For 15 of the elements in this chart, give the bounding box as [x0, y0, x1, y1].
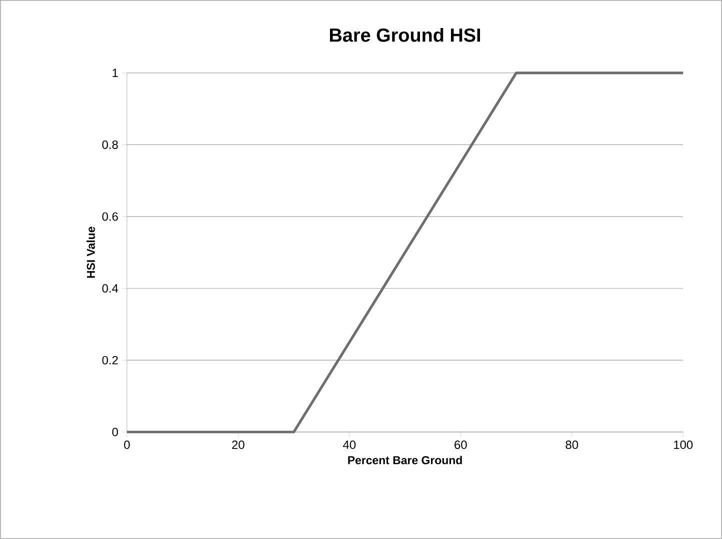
- x-tick-label: 60: [454, 440, 467, 450]
- x-tick-label: 100: [674, 440, 693, 450]
- y-tick-label: 0.4: [102, 284, 118, 293]
- x-tick-label: 40: [343, 440, 356, 450]
- y-tick-label: 0.2: [102, 356, 118, 364]
- x-tick-label: 80: [566, 440, 578, 450]
- y-tick-label: 1: [112, 68, 118, 78]
- chart-title: Bare Ground HSI: [330, 28, 480, 42]
- y-tick-label: 0: [112, 428, 118, 436]
- x-tick-label: 0: [124, 440, 130, 450]
- y-tick-label: 0.6: [102, 212, 118, 221]
- x-tick-label: 20: [232, 440, 244, 450]
- x-axis-title: Percent Bare Ground: [348, 456, 462, 464]
- y-axis-title: HSI Value: [86, 226, 95, 278]
- y-tick-label: 0.8: [102, 140, 118, 149]
